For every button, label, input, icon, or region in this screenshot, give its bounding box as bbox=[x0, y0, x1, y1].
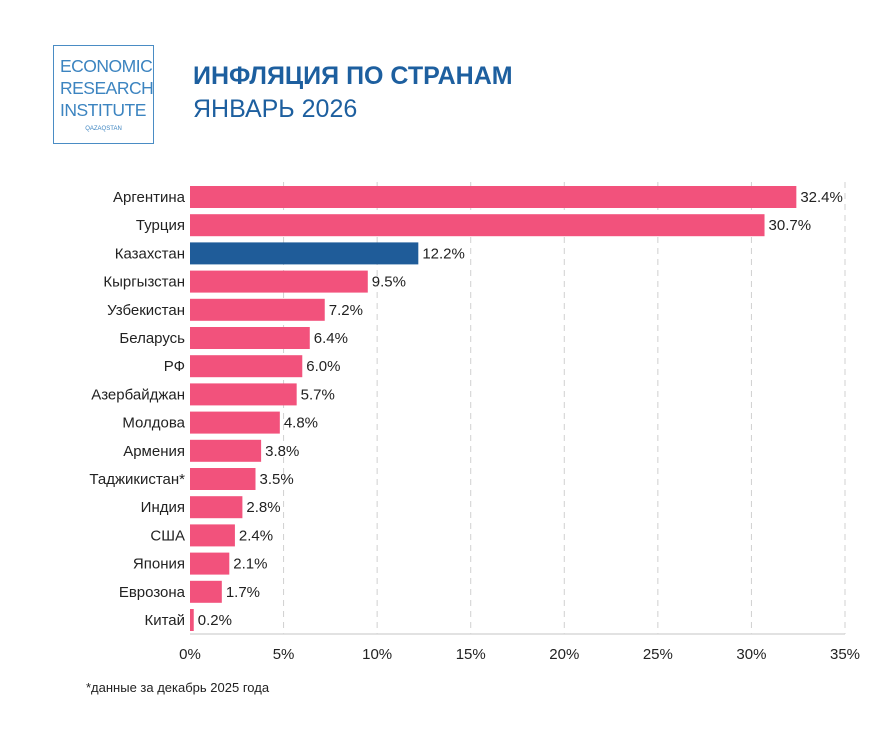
category-label: Китай bbox=[144, 612, 185, 629]
bar bbox=[190, 552, 230, 575]
bar bbox=[190, 214, 765, 237]
data-label: 4.8% bbox=[284, 415, 318, 432]
data-label: 3.8% bbox=[265, 443, 299, 460]
category-label: Индия bbox=[141, 499, 185, 516]
data-label: 6.0% bbox=[306, 358, 340, 375]
data-label: 12.2% bbox=[422, 245, 465, 262]
logo: ECONOMIC RESEARCH INSTITUTE QAZAQSTAN bbox=[53, 45, 154, 144]
x-tick-label: 5% bbox=[273, 646, 295, 663]
bar bbox=[190, 524, 235, 547]
chart-subtitle: ЯНВАРЬ 2026 bbox=[193, 95, 358, 123]
category-label: Азербайджан bbox=[91, 386, 185, 403]
data-label: 7.2% bbox=[329, 302, 363, 319]
bar bbox=[190, 186, 797, 208]
logo-sub: QAZAQSTAN bbox=[85, 126, 122, 132]
bar bbox=[190, 270, 368, 293]
category-label: Еврозона bbox=[119, 584, 186, 601]
category-label: Япония bbox=[133, 556, 185, 573]
category-label: Таджикистан* bbox=[89, 471, 185, 488]
data-label: 3.5% bbox=[260, 471, 294, 488]
category-label: Армения bbox=[123, 443, 185, 460]
category-label: Кыргызстан bbox=[103, 274, 185, 291]
data-label: 30.7% bbox=[769, 217, 812, 234]
logo-line: ECONOMIC bbox=[60, 56, 153, 76]
bar bbox=[190, 411, 280, 434]
bar bbox=[190, 327, 310, 349]
category-label: Узбекистан bbox=[107, 302, 185, 319]
category-label: Турция bbox=[136, 217, 185, 234]
logo-line: RESEARCH bbox=[60, 78, 154, 98]
footnote: *данные за декабрь 2025 года bbox=[86, 680, 270, 695]
data-label: 2.1% bbox=[233, 556, 267, 573]
data-label: 2.8% bbox=[246, 499, 280, 516]
bar bbox=[190, 298, 325, 321]
bar bbox=[190, 580, 222, 603]
category-label: Беларусь bbox=[119, 330, 185, 347]
x-tick-label: 15% bbox=[456, 646, 486, 663]
bar bbox=[190, 242, 419, 265]
bar bbox=[190, 439, 262, 462]
category-label: Молдова bbox=[122, 415, 185, 432]
bar bbox=[190, 496, 243, 519]
category-label: США bbox=[150, 527, 185, 544]
logo-line: INSTITUTE bbox=[60, 100, 146, 120]
bar bbox=[190, 609, 194, 631]
x-tick-label: 25% bbox=[643, 646, 673, 663]
data-label: 2.4% bbox=[239, 527, 273, 544]
category-label: Аргентина bbox=[113, 189, 186, 206]
chart-title: ИНФЛЯЦИЯ ПО СТРАНАМ bbox=[193, 62, 513, 90]
bar bbox=[190, 355, 303, 378]
bar bbox=[190, 383, 297, 406]
data-label: 1.7% bbox=[226, 584, 260, 601]
data-label: 6.4% bbox=[314, 330, 348, 347]
data-label: 32.4% bbox=[800, 189, 843, 206]
x-tick-label: 30% bbox=[736, 646, 766, 663]
x-tick-label: 0% bbox=[179, 646, 201, 663]
x-tick-label: 10% bbox=[362, 646, 392, 663]
bar bbox=[190, 468, 256, 490]
category-label: Казахстан bbox=[115, 245, 185, 262]
data-label: 5.7% bbox=[301, 386, 335, 403]
data-label: 0.2% bbox=[198, 612, 232, 629]
x-tick-label: 35% bbox=[830, 646, 860, 663]
category-label: РФ bbox=[164, 358, 185, 375]
x-tick-label: 20% bbox=[549, 646, 579, 663]
data-label: 9.5% bbox=[372, 274, 406, 291]
